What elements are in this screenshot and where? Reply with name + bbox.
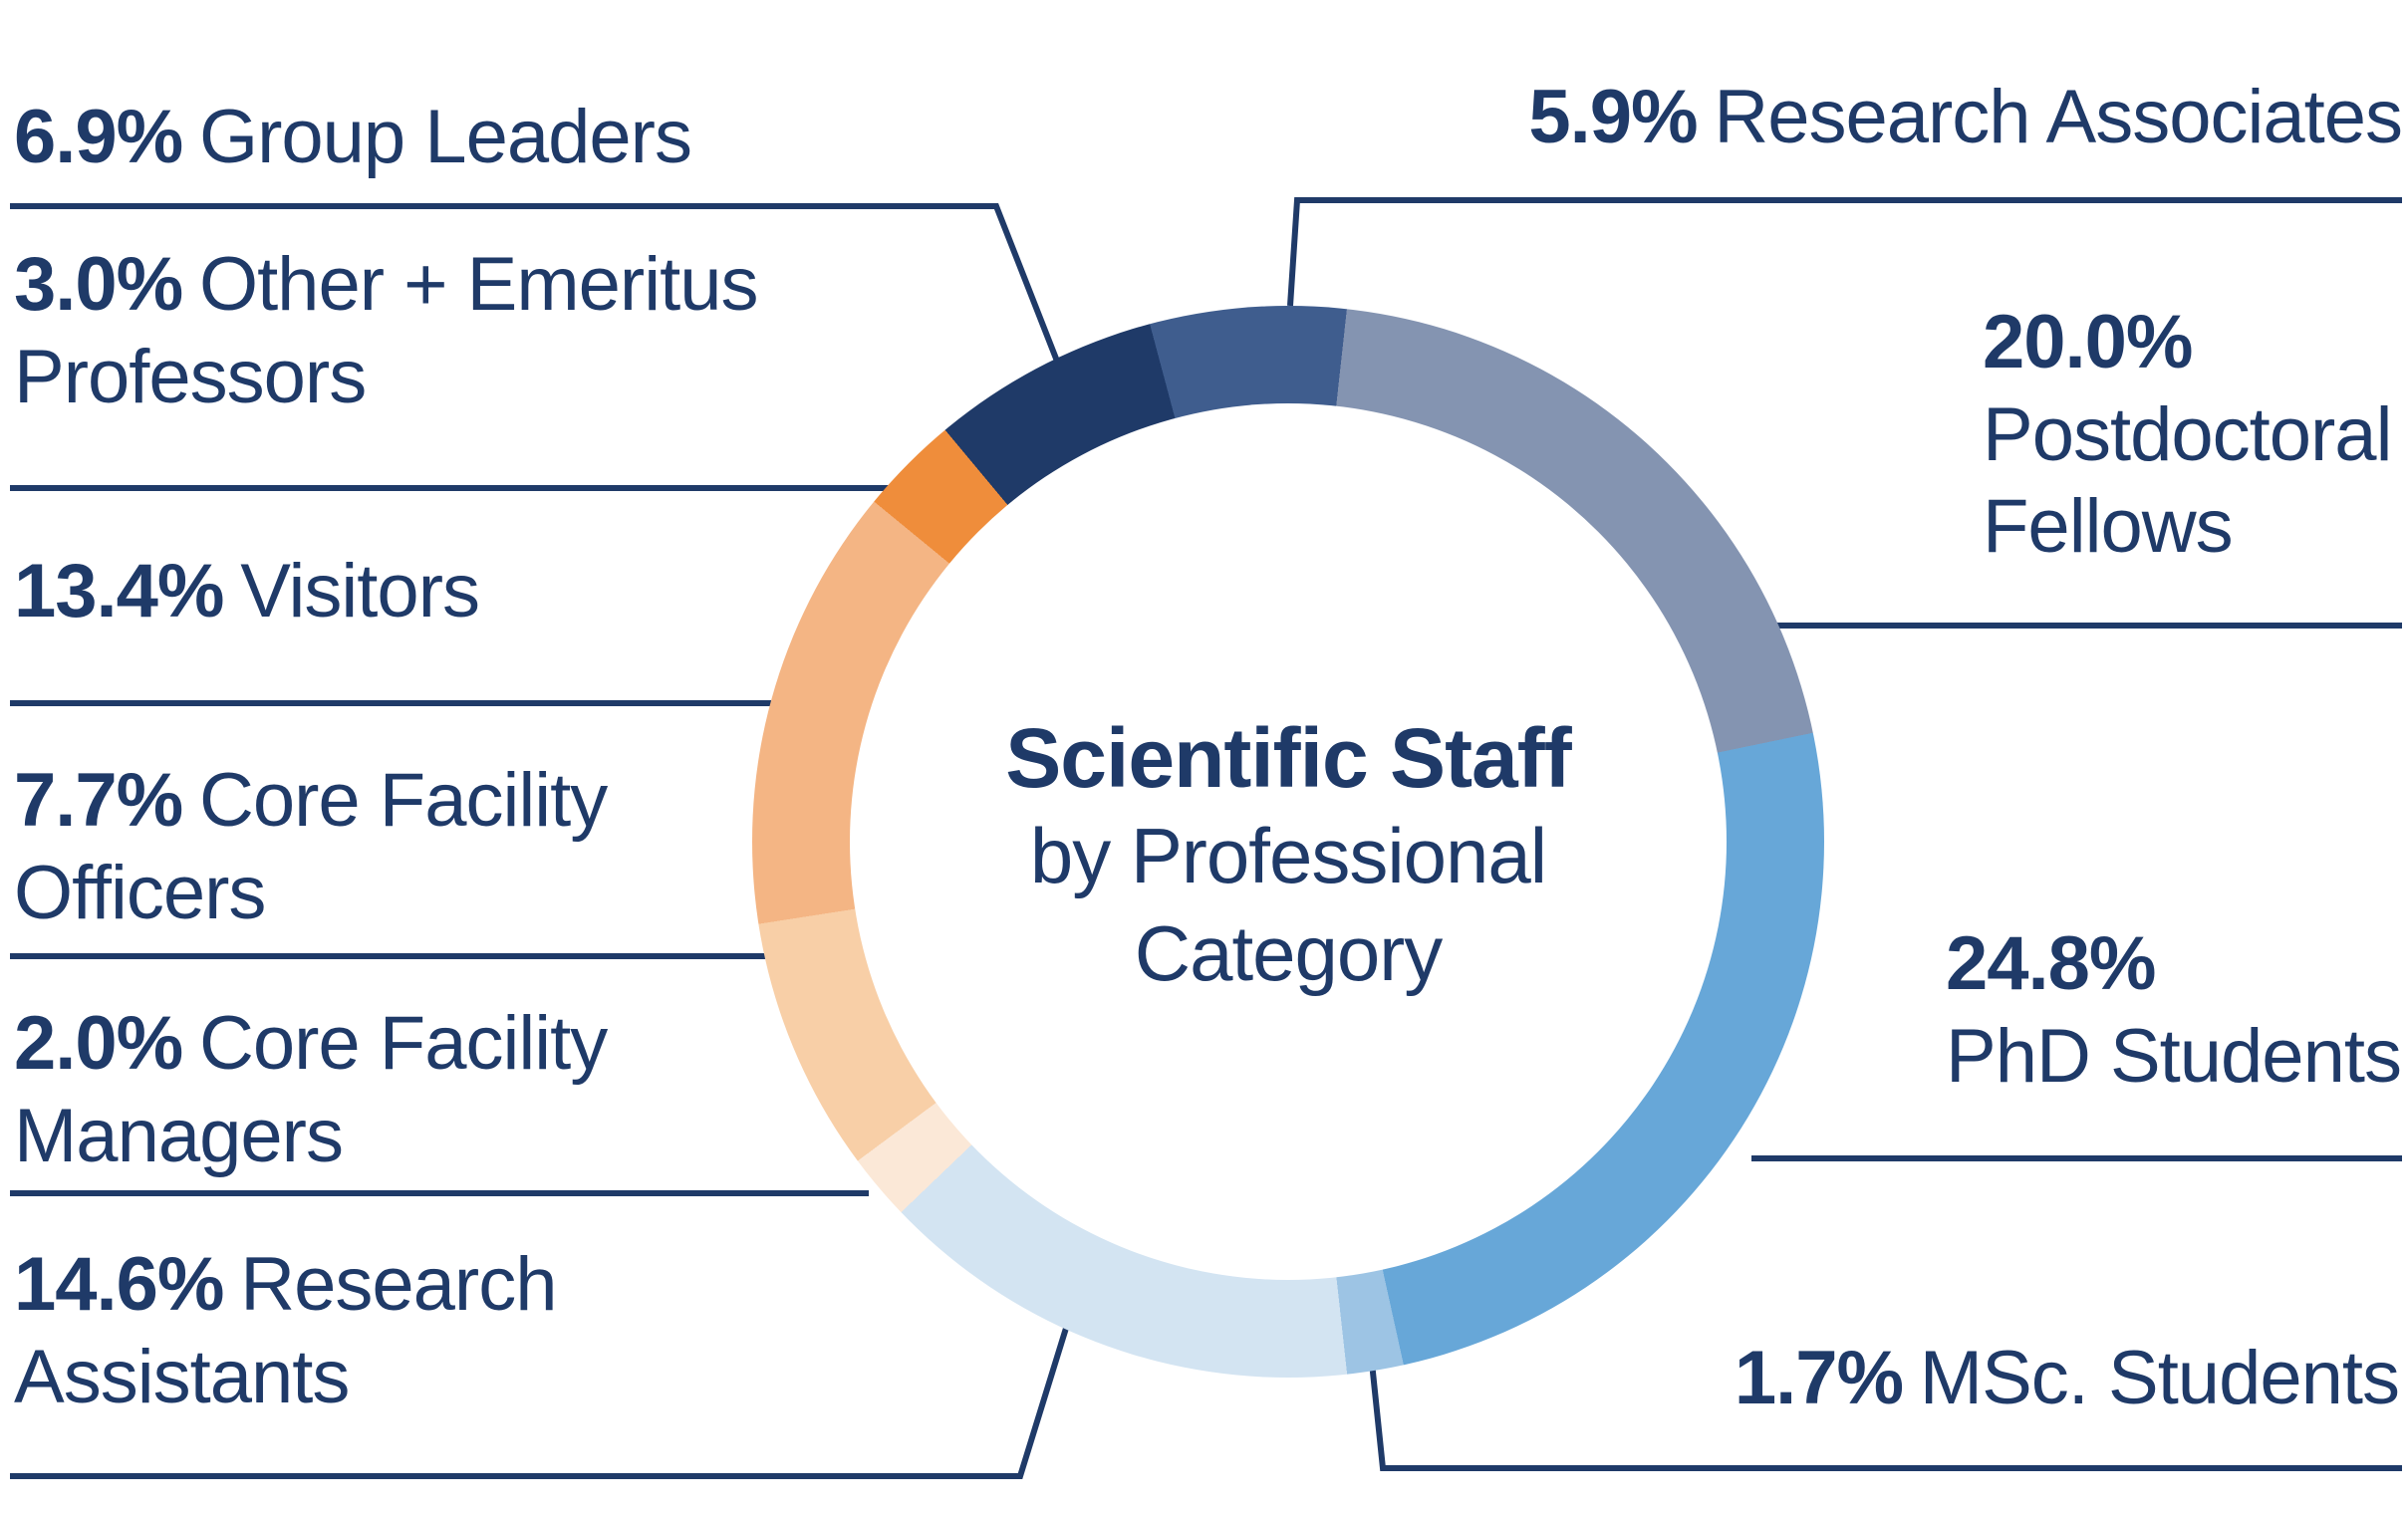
percent-value: 1.7%	[1734, 1336, 1904, 1420]
percent-value: 13.4%	[14, 549, 224, 633]
callout-visitors: 13.4% Visitors	[14, 546, 911, 638]
category-label: Core Facility Officers	[14, 758, 608, 935]
chart-title: Scientific Staff by Professional Categor…	[790, 709, 1786, 1002]
callout-core-facility-officers: 7.7% Core Facility Officers	[14, 755, 711, 939]
category-label: Postdoctoral Fellows	[1983, 391, 2392, 570]
donut-hole	[850, 403, 1727, 1280]
chart-title-line3: Category	[1134, 908, 1444, 997]
percent-value: 20.0%	[1983, 300, 2194, 384]
callout-group-leaders: 6.9% Group Leaders	[14, 92, 911, 184]
percent-value: 7.7%	[14, 758, 183, 843]
leader-line-msc-students	[1369, 1362, 2402, 1471]
chart-title-line2: by Professional	[1029, 812, 1547, 900]
category-label: Group Leaders	[198, 95, 692, 179]
category-label: MSc. Students	[1919, 1336, 2400, 1420]
callout-phd-students: 24.8% PhD Students	[1946, 918, 2408, 1103]
callout-research-associates: 5.9% Research Associates	[1528, 72, 2403, 164]
category-label: Research Assistants	[14, 1242, 557, 1419]
category-label: Research Associates	[1714, 75, 2403, 159]
percent-value: 14.6%	[14, 1242, 224, 1327]
callout-core-facility-managers: 2.0% Core Facility Managers	[14, 998, 711, 1182]
percent-value: 3.0%	[14, 242, 183, 327]
chart-title-line1: Scientific Staff	[1005, 711, 1571, 805]
category-label: Core Facility Managers	[14, 1001, 608, 1178]
callout-msc-students: 1.7% MSc. Students	[1734, 1333, 2400, 1425]
callout-research-assistants: 14.6% Research Assistants	[14, 1239, 652, 1423]
percent-value: 5.9%	[1528, 75, 1698, 159]
leader-line-research-associates	[1287, 197, 2402, 307]
percent-value: 6.9%	[14, 95, 183, 179]
callout-postdoctoral-fellows: 20.0% Postdoctoral Fellows	[1983, 297, 2408, 574]
leader-line-group-leaders	[10, 203, 1070, 388]
category-label: Other + Emeritus Professors	[14, 242, 758, 419]
percent-value: 24.8%	[1946, 921, 2157, 1006]
callout-other-emeritus: 3.0% Other + Emeritus Professors	[14, 239, 911, 423]
category-label: PhD Students	[1946, 1013, 2402, 1099]
percent-value: 2.0%	[14, 1001, 183, 1086]
category-label: Visitors	[240, 549, 480, 633]
leader-line-research-assistants	[10, 1308, 1075, 1479]
